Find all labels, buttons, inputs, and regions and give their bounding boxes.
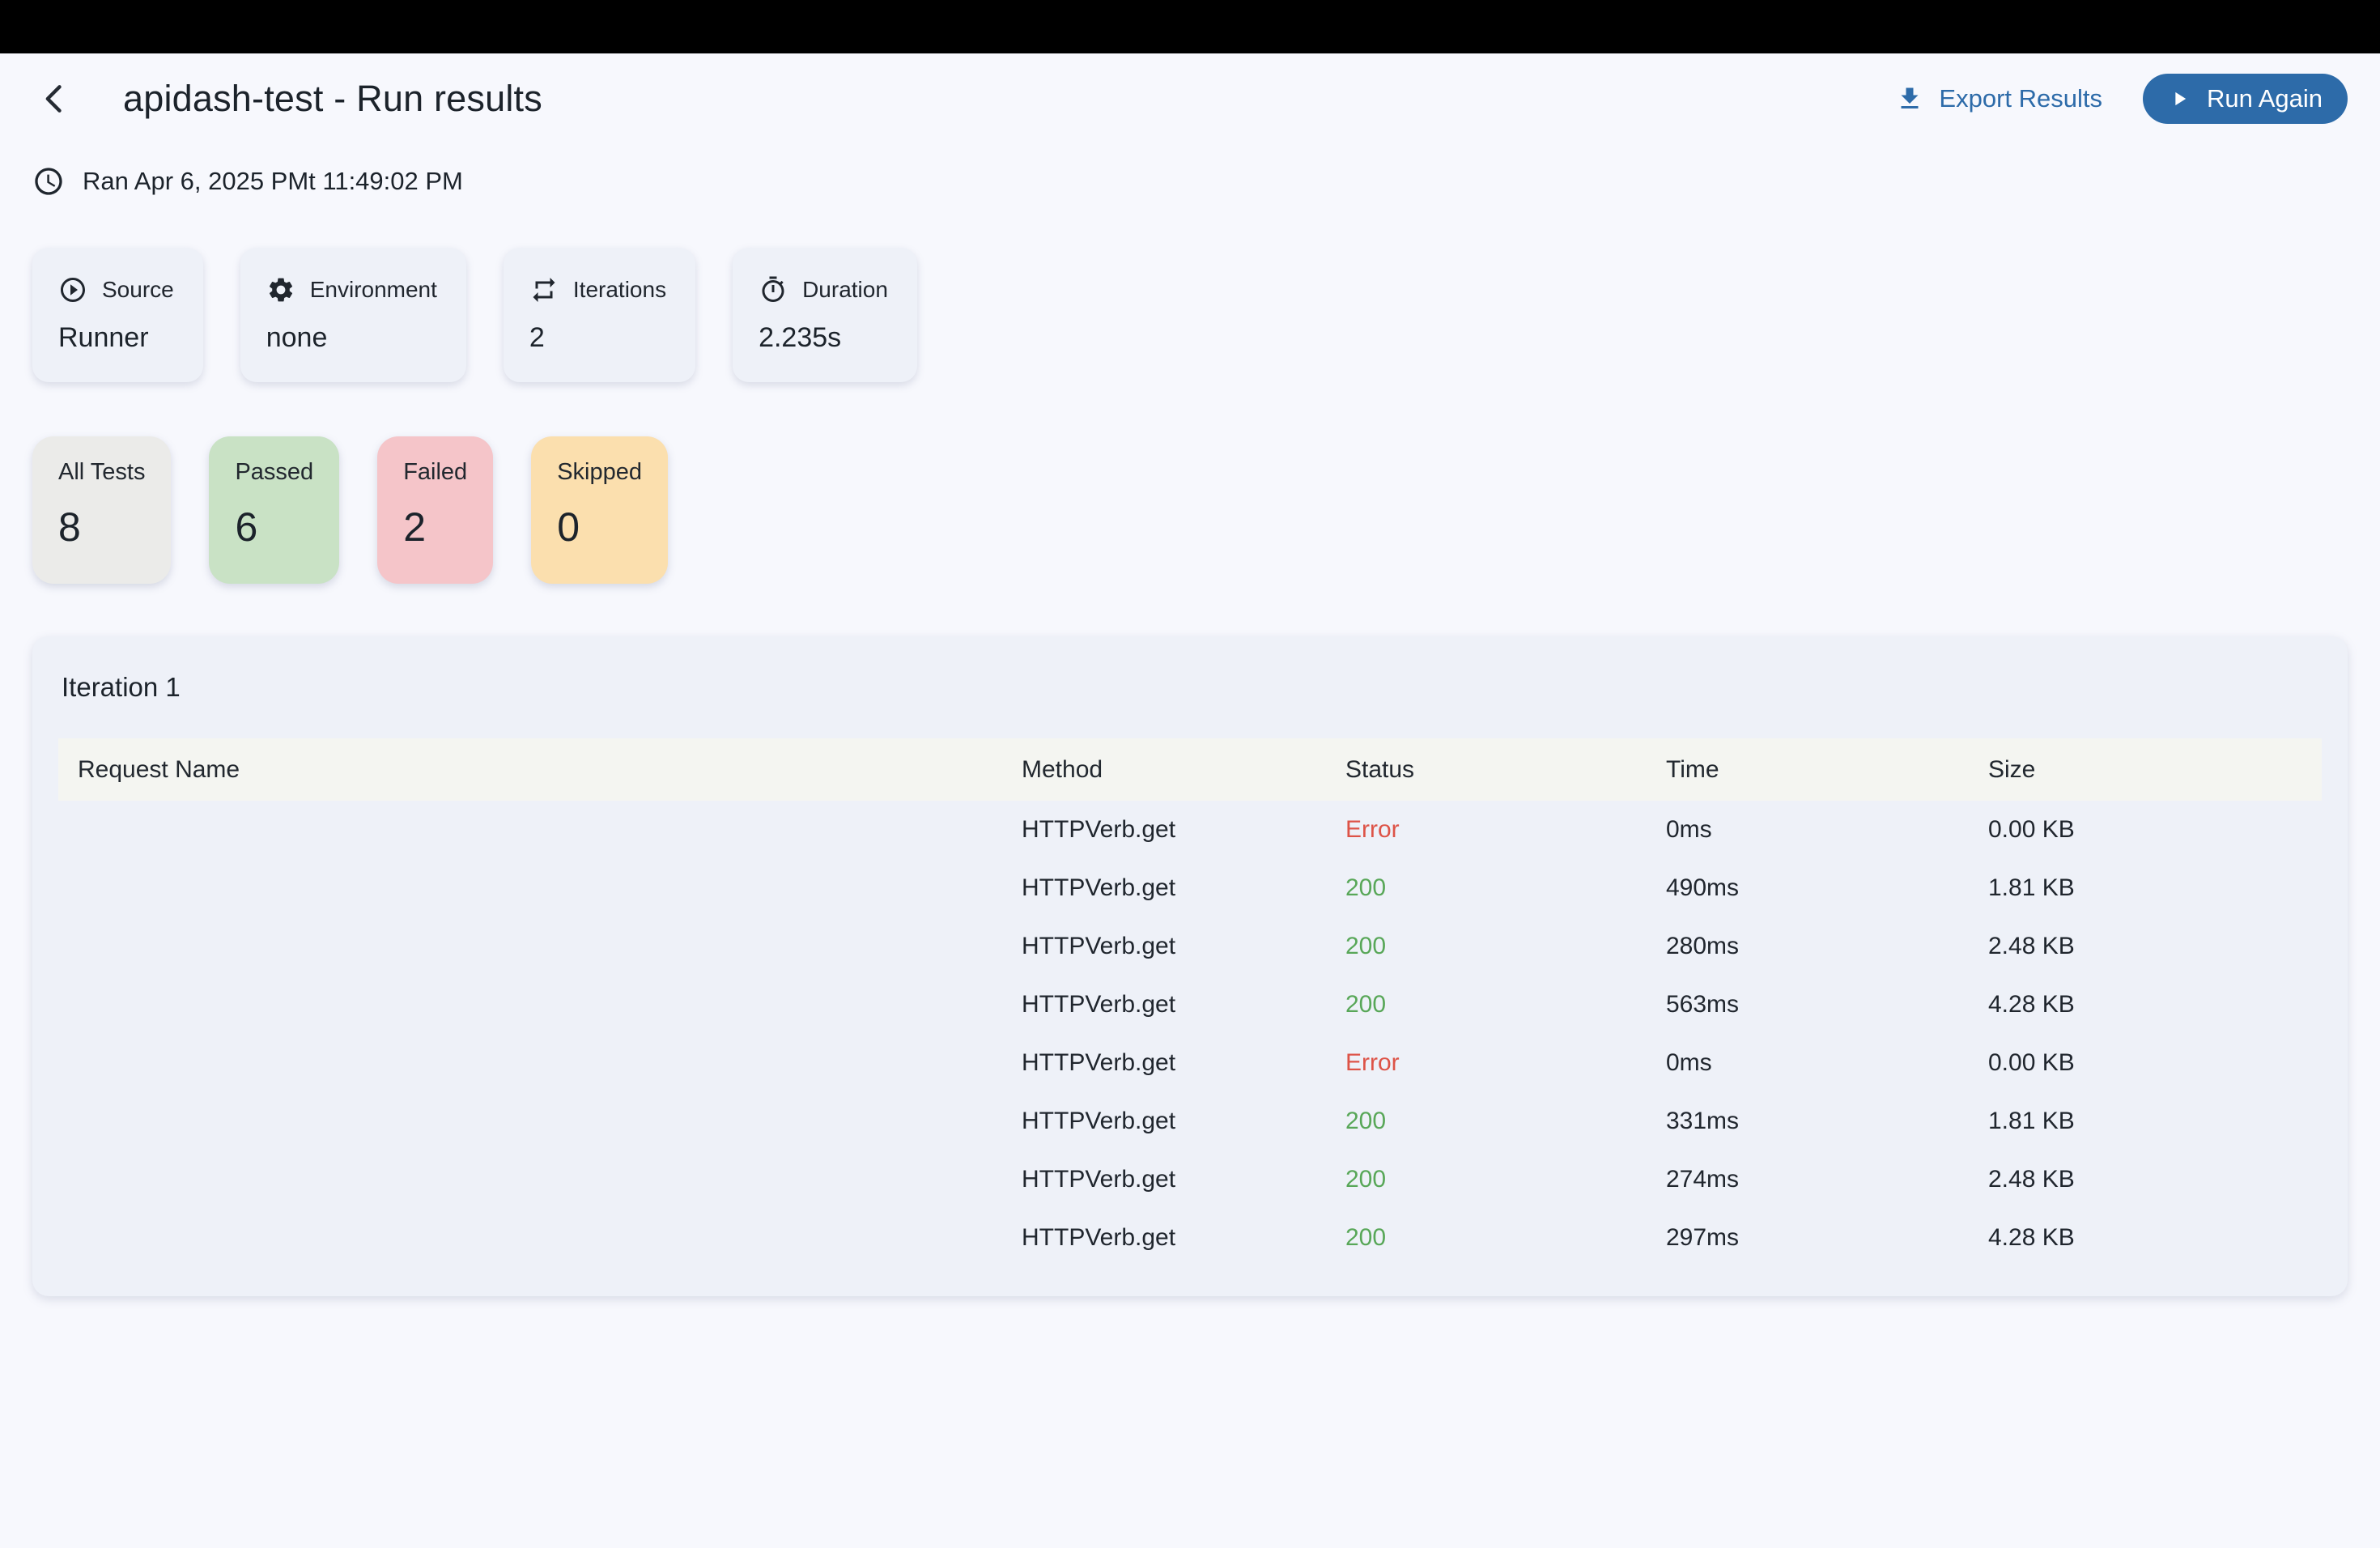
cell-size: 2.48 KB — [1988, 933, 2075, 959]
cell-size: 2.48 KB — [1988, 1166, 2075, 1193]
stat-label: Failed — [403, 459, 468, 485]
repeat-icon — [529, 275, 559, 304]
table-row[interactable]: HTTPVerb.get 200 274ms 2.48 KB — [58, 1150, 2322, 1209]
cell-status: 200 — [1345, 874, 1387, 901]
run-timestamp-text: Ran Apr 6, 2025 PMt 11:49:02 PM — [83, 167, 463, 195]
column-header-status: Status — [1345, 755, 1415, 783]
cell-status: 200 — [1345, 1224, 1387, 1251]
cell-method: HTTPVerb.get — [1022, 933, 1176, 959]
stat-card-all-tests: All Tests 8 — [32, 436, 172, 584]
stat-card-failed: Failed 2 — [377, 436, 494, 584]
stat-label: Passed — [235, 459, 314, 485]
cell-time: 331ms — [1666, 1108, 1740, 1134]
clock-icon — [32, 165, 65, 198]
cell-method: HTTPVerb.get — [1022, 991, 1176, 1018]
info-card-source: Source Runner — [32, 248, 203, 382]
cell-time: 563ms — [1666, 991, 1740, 1018]
info-card-value: Runner — [58, 322, 149, 353]
cell-method: HTTPVerb.get — [1022, 874, 1176, 901]
test-stat-cards: All Tests 8 Passed 6 Failed 2 Skipped 0 — [32, 436, 2348, 584]
cell-time: 490ms — [1666, 874, 1740, 901]
chevron-left-icon — [37, 81, 73, 117]
table-row[interactable]: HTTPVerb.get 200 490ms 1.81 KB — [58, 859, 2322, 917]
stat-value: 2 — [403, 504, 426, 550]
cell-size: 4.28 KB — [1988, 1224, 2075, 1251]
column-header-size: Size — [1988, 755, 2036, 783]
table-row[interactable]: HTTPVerb.get 200 297ms 4.28 KB — [58, 1209, 2322, 1267]
run-again-button[interactable]: Run Again — [2143, 74, 2348, 124]
run-timestamp-row: Ran Apr 6, 2025 PMt 11:49:02 PM — [32, 162, 2348, 201]
iteration-title: Iteration 1 — [62, 672, 181, 702]
download-icon — [1895, 84, 1924, 113]
table-row[interactable]: HTTPVerb.get Error 0ms 0.00 KB — [58, 1034, 2322, 1092]
gear-icon — [266, 275, 295, 304]
cell-method: HTTPVerb.get — [1022, 1049, 1176, 1076]
cell-time: 297ms — [1666, 1224, 1740, 1251]
header-row: apidash-test - Run results Export Result… — [32, 53, 2348, 131]
table-row[interactable]: HTTPVerb.get 200 331ms 1.81 KB — [58, 1092, 2322, 1150]
info-card-duration-header: Duration — [759, 275, 888, 304]
iteration-results-card: Iteration 1 Request Name Method Status T… — [32, 636, 2348, 1296]
play-icon — [2168, 87, 2191, 110]
info-card-value: 2.235s — [759, 322, 842, 353]
page-title: apidash-test - Run results — [123, 78, 542, 119]
cell-size: 0.00 KB — [1988, 816, 2075, 843]
timer-icon — [759, 275, 788, 304]
table-header-row: Request Name Method Status Time Size — [58, 738, 2322, 801]
page-content: apidash-test - Run results Export Result… — [0, 53, 2380, 1296]
results-table: Request Name Method Status Time Size HTT… — [58, 738, 2322, 1267]
play-circle-icon — [58, 275, 87, 304]
info-card-duration: Duration 2.235s — [733, 248, 917, 382]
cell-time: 0ms — [1666, 816, 1712, 843]
cell-method: HTTPVerb.get — [1022, 816, 1176, 843]
info-card-value: none — [266, 322, 328, 353]
cell-time: 0ms — [1666, 1049, 1712, 1076]
info-card-value: 2 — [529, 322, 545, 353]
run-info-cards: Source Runner Environment none Iteration… — [32, 248, 2348, 382]
cell-status: Error — [1345, 1049, 1400, 1076]
cell-status: 200 — [1345, 991, 1387, 1018]
export-results-button[interactable]: Export Results — [1895, 84, 2102, 113]
table-row[interactable]: HTTPVerb.get 200 280ms 2.48 KB — [58, 917, 2322, 976]
cell-method: HTTPVerb.get — [1022, 1166, 1176, 1193]
info-card-environment-header: Environment — [266, 275, 437, 304]
cell-time: 280ms — [1666, 933, 1740, 959]
info-card-environment: Environment none — [240, 248, 466, 382]
export-results-label: Export Results — [1939, 84, 2102, 113]
info-card-label: Source — [102, 277, 174, 302]
cell-size: 1.81 KB — [1988, 1108, 2075, 1134]
info-card-iterations-header: Iterations — [529, 275, 666, 304]
table-row[interactable]: HTTPVerb.get Error 0ms 0.00 KB — [58, 801, 2322, 859]
table-row[interactable]: HTTPVerb.get 200 563ms 4.28 KB — [58, 976, 2322, 1034]
cell-method: HTTPVerb.get — [1022, 1224, 1176, 1251]
cell-status: Error — [1345, 816, 1400, 843]
cell-size: 4.28 KB — [1988, 991, 2075, 1018]
column-header-request-name: Request Name — [78, 755, 240, 783]
back-button[interactable] — [32, 76, 78, 121]
stat-label: All Tests — [58, 459, 146, 485]
cell-size: 1.81 KB — [1988, 874, 2075, 901]
stat-value: 6 — [235, 504, 258, 550]
cell-size: 0.00 KB — [1988, 1049, 2075, 1076]
info-card-label: Environment — [309, 277, 437, 302]
info-card-source-header: Source — [58, 275, 174, 304]
info-card-label: Iterations — [572, 277, 667, 302]
top-black-bar — [0, 0, 2380, 53]
stat-card-skipped: Skipped 0 — [531, 436, 668, 584]
cell-status: 200 — [1345, 933, 1387, 959]
stat-value: 8 — [58, 504, 81, 550]
cell-method: HTTPVerb.get — [1022, 1108, 1176, 1134]
cell-status: 200 — [1345, 1108, 1387, 1134]
stat-card-passed: Passed 6 — [209, 436, 340, 584]
cell-status: 200 — [1345, 1166, 1387, 1193]
stat-label: Skipped — [557, 459, 642, 485]
run-again-label: Run Again — [2206, 84, 2323, 113]
cell-time: 274ms — [1666, 1166, 1740, 1193]
stat-value: 0 — [557, 504, 580, 550]
column-header-method: Method — [1022, 755, 1103, 783]
info-card-label: Duration — [802, 277, 888, 302]
column-header-time: Time — [1666, 755, 1719, 783]
info-card-iterations: Iterations 2 — [503, 248, 696, 382]
